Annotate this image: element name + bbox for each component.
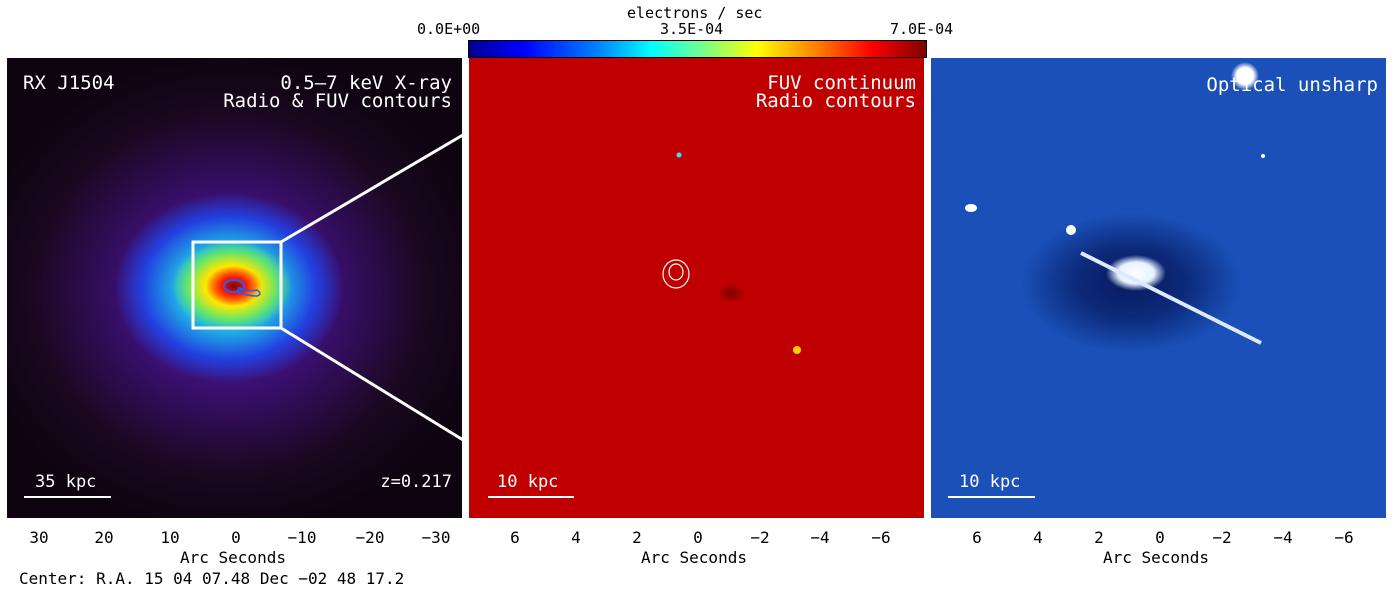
tick-label: 0	[1155, 528, 1165, 547]
colorbar-title: electrons / sec	[627, 4, 763, 22]
tick-label: 6	[972, 528, 982, 547]
colorbar	[468, 40, 927, 58]
optical-panel: Optical unsharp 10 kpc	[931, 58, 1386, 518]
fuv-radio-contours	[662, 152, 801, 354]
colorbar-max-label: 7.0E-04	[890, 20, 954, 38]
tick-label: 30	[29, 528, 49, 547]
tick-label: 0	[231, 528, 241, 547]
xray-contour-label: Radio & FUV contours	[223, 90, 452, 112]
xray-scale-label: 35 kpc	[35, 472, 97, 492]
xray-panel: RX J1504 0.5–7 keV X-ray Radio & FUV con…	[7, 58, 462, 518]
tick-label: −20	[355, 528, 385, 547]
center-coordinates: Center: R.A. 15 04 07.48 Dec −02 48 17.2	[19, 569, 405, 588]
redshift-label: z=0.217	[380, 472, 452, 492]
optical-scalebar	[948, 496, 1035, 498]
fuv-contour-label: Radio contours	[755, 90, 916, 112]
colorbar-mid-label: 3.5E-04	[660, 20, 724, 38]
tick-label: 2	[632, 528, 642, 547]
xray-axis-label: Arc Seconds	[180, 548, 286, 567]
tick-label: 4	[1033, 528, 1043, 547]
colorbar-min-label: 0.0E+00	[417, 20, 481, 38]
optical-scale-label: 10 kpc	[959, 472, 1021, 492]
tick-label: 2	[1094, 528, 1104, 547]
tick-label: −2	[1212, 528, 1232, 547]
fuv-panel: FUV continuum Radio contours 10 kpc	[469, 58, 924, 518]
fuv-band-label: FUV continuum	[767, 72, 916, 94]
xray-contours	[191, 240, 283, 330]
tick-label: −6	[871, 528, 891, 547]
tick-label: −30	[421, 528, 451, 547]
tick-label: 10	[160, 528, 180, 547]
tick-label: 0	[693, 528, 703, 547]
optical-axis-label: Arc Seconds	[1103, 548, 1209, 567]
tick-label: 20	[94, 528, 114, 547]
tick-label: −2	[750, 528, 770, 547]
target-name: RX J1504	[23, 72, 115, 94]
fuv-scalebar	[488, 496, 574, 498]
optical-band-label: Optical unsharp	[1206, 74, 1378, 96]
xray-scalebar	[24, 496, 111, 498]
fuv-axis-label: Arc Seconds	[641, 548, 747, 567]
xray-band-label: 0.5–7 keV X-ray	[280, 72, 452, 94]
tick-label: −6	[1334, 528, 1354, 547]
tick-label: −10	[287, 528, 317, 547]
tick-label: 4	[571, 528, 581, 547]
optical-features	[965, 154, 1265, 345]
tick-label: −4	[810, 528, 830, 547]
tick-label: 6	[510, 528, 520, 547]
tick-label: −4	[1273, 528, 1293, 547]
fuv-scale-label: 10 kpc	[497, 472, 559, 492]
